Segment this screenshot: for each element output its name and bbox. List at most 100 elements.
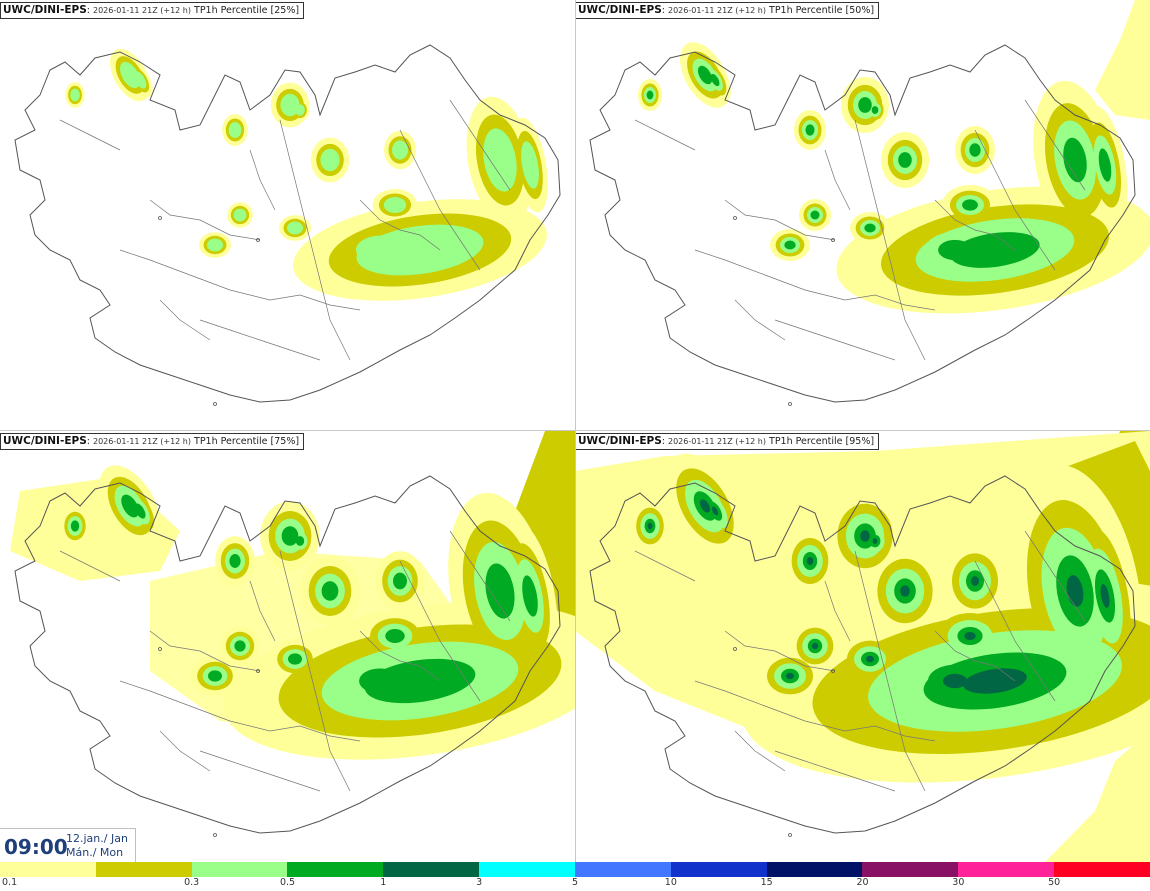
precip-area — [393, 572, 407, 590]
island — [158, 216, 162, 220]
panel-title-75: UWC/DINI-EPS: 2026-01-11 21Z (+12 h) TP1… — [0, 433, 305, 450]
parameter-label: TP1h Percentile [25%] — [194, 5, 300, 16]
precip-area — [521, 141, 539, 189]
precip-area — [1098, 148, 1112, 182]
panel-title-25: UWC/DINI-EPS: 2026-01-11 21Z (+12 h) TP1… — [0, 2, 305, 19]
precip-area — [70, 520, 80, 532]
precip-area — [321, 581, 339, 601]
coastline — [589, 44, 1136, 403]
road-line — [149, 630, 261, 672]
precip-area — [866, 655, 874, 663]
model-name: UWC/DINI-EPS — [578, 4, 662, 16]
panel-title-95: UWC/DINI-EPS: 2026-01-11 21Z (+12 h) TP1… — [575, 433, 880, 450]
map-95 — [575, 431, 1150, 862]
road-line — [249, 149, 276, 211]
precip-area — [805, 124, 815, 136]
precip-area — [1045, 731, 1150, 862]
road-line — [974, 129, 1056, 271]
precip-area — [483, 128, 517, 192]
legend-swatch — [862, 862, 959, 877]
legend-tick-label: 0.5 — [279, 877, 296, 888]
precip-area — [485, 563, 515, 619]
precip-area — [121, 494, 139, 518]
legend-tick-label: 0.3 — [184, 877, 200, 888]
precip-area — [784, 240, 796, 250]
legend-swatch — [287, 862, 384, 877]
road-line — [59, 119, 121, 151]
legend-tick-label: 50 — [1048, 877, 1061, 888]
island — [256, 238, 260, 242]
legend-swatch — [574, 862, 671, 877]
road-line — [449, 99, 511, 191]
road-line — [159, 299, 211, 341]
island — [831, 669, 835, 673]
precip-area — [120, 61, 140, 89]
precip-area — [383, 197, 407, 213]
precip-area — [710, 73, 720, 87]
valid-date-line1: 12.jan./ Jan — [66, 832, 128, 845]
precip-area — [359, 668, 401, 694]
precip-area — [810, 210, 820, 220]
panel-title-50: UWC/DINI-EPS: 2026-01-11 21Z (+12 h) TP1… — [575, 2, 880, 19]
legend-swatch — [766, 862, 863, 877]
precip-area — [280, 93, 300, 117]
precip-area — [697, 65, 713, 85]
road-line — [59, 550, 121, 582]
road-line — [934, 199, 1016, 251]
precip-area — [392, 140, 408, 160]
legend-swatch — [191, 862, 288, 877]
model-name: UWC/DINI-EPS — [578, 435, 662, 447]
model-name: UWC/DINI-EPS — [3, 435, 87, 447]
legend-tick-label: 20 — [856, 877, 869, 888]
road-line — [359, 199, 441, 251]
road-line — [1024, 530, 1086, 622]
legend-swatch — [95, 862, 192, 877]
precip-area — [969, 143, 981, 157]
legend-swatch — [958, 862, 1055, 877]
precip-area — [872, 538, 878, 544]
precip-area — [70, 88, 80, 102]
legend-swatch — [479, 862, 575, 877]
road-line — [159, 730, 211, 772]
map-panel-75: UWC/DINI-EPS: 2026-01-11 21Z (+12 h) TP1… — [0, 431, 575, 862]
parameter-label: TP1h Percentile [75%] — [194, 436, 300, 447]
precip-area — [288, 653, 302, 665]
precip-area — [295, 536, 305, 546]
legend-tick-label: 1 — [380, 877, 387, 888]
road-line — [694, 249, 936, 311]
run-time: 2026-01-11 21Z (+12 h) — [668, 437, 766, 446]
valid-time-box: 09:00 12.jan./ Jan Mán./ Mon — [0, 828, 136, 863]
road-line — [824, 149, 851, 211]
road-line — [399, 129, 481, 271]
precip-area — [962, 199, 978, 211]
road-line — [774, 750, 896, 792]
legend-tick-label: 10 — [664, 877, 677, 888]
precip-area — [1063, 137, 1087, 183]
valid-time: 09:00 — [4, 835, 68, 859]
road-line — [854, 550, 926, 792]
valid-date: 12.jan./ Jan Mán./ Mon — [66, 832, 128, 860]
precip-area — [647, 522, 653, 530]
road-line — [119, 680, 361, 742]
road-line — [724, 199, 836, 241]
road-line — [149, 199, 261, 241]
road-line — [824, 580, 851, 642]
run-time: 2026-01-11 21Z (+12 h) — [668, 6, 766, 15]
island — [733, 647, 737, 651]
precip-area — [281, 526, 299, 546]
island — [256, 669, 260, 673]
precip-area — [287, 221, 303, 235]
precip-area — [858, 97, 872, 113]
precip-area — [229, 554, 241, 568]
precip-area — [295, 104, 305, 116]
precip-area — [1100, 584, 1110, 608]
precip-area — [943, 673, 967, 689]
precip-area — [971, 576, 979, 586]
panel-divider-vertical — [575, 0, 576, 862]
legend-swatch — [670, 862, 767, 877]
precip-area — [860, 530, 870, 542]
legend-swatch — [383, 862, 480, 877]
precip-area — [233, 208, 247, 222]
road-line — [734, 730, 786, 772]
legend-tick-label: 30 — [952, 877, 965, 888]
